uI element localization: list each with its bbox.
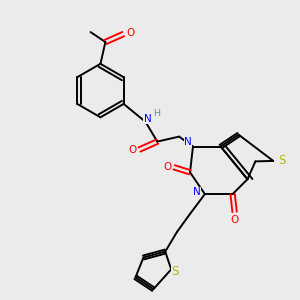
Text: N: N [143,114,151,124]
Text: O: O [126,28,134,38]
Text: S: S [278,154,286,167]
Text: H: H [153,109,160,118]
Text: O: O [230,215,239,225]
Text: N: N [184,136,192,147]
Text: S: S [172,265,179,278]
Text: O: O [128,145,137,154]
Text: N: N [193,187,201,197]
Text: O: O [163,162,171,172]
